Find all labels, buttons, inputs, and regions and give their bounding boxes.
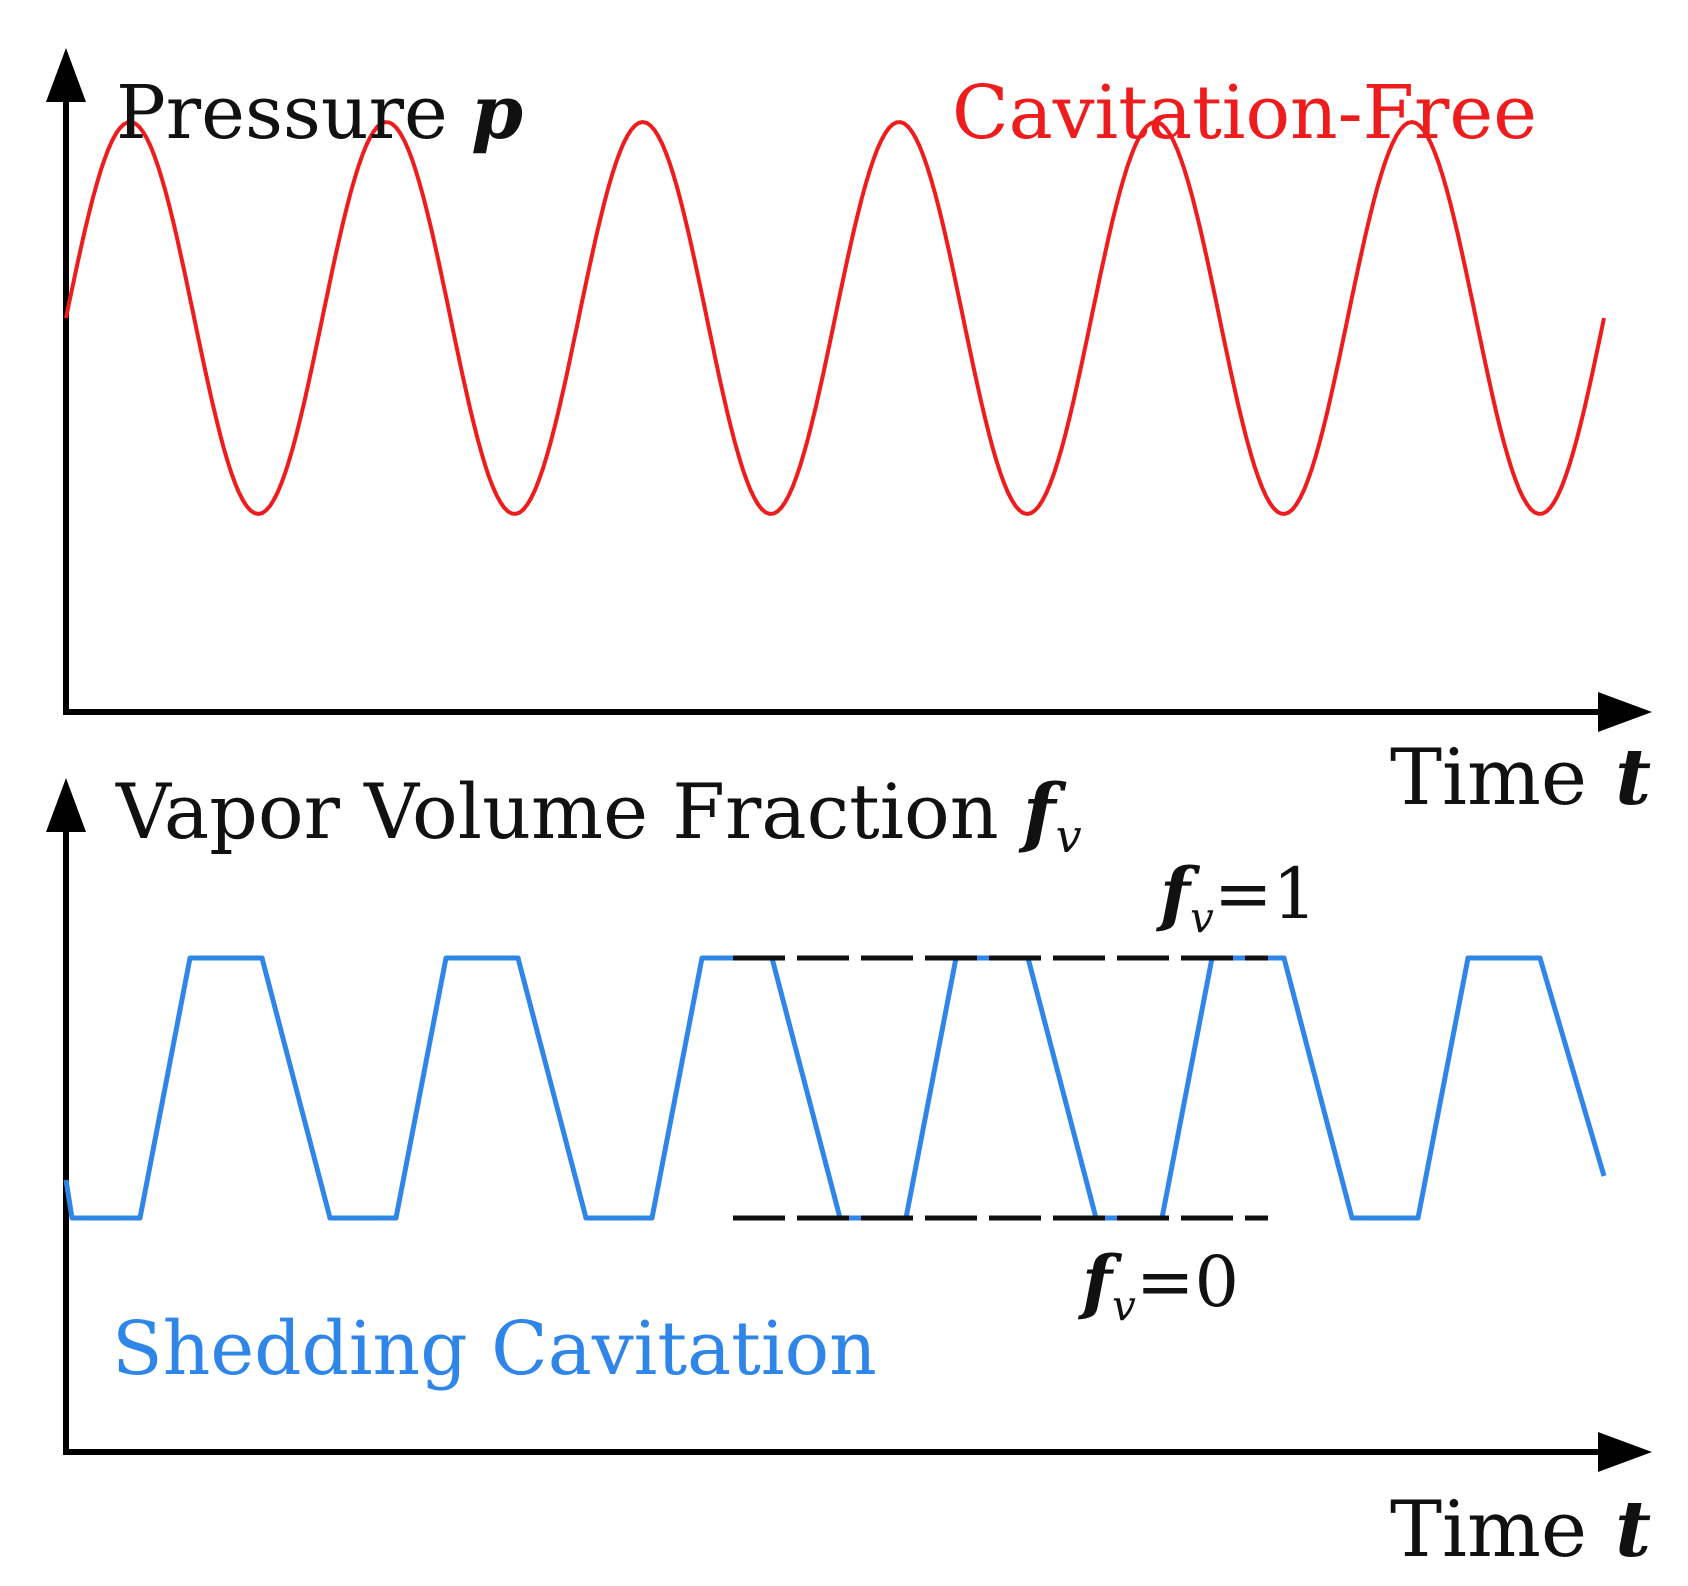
fv-one-subscript: v [1190,893,1214,942]
shedding-cavitation-label: Shedding Cavitation [112,1306,877,1392]
pressure-panel: Pressure p Cavitation-Free Time t [46,48,1652,823]
bottom-time-axis-label: Time t [1390,1484,1651,1575]
bottom-time-label-text: Time [1390,1485,1587,1575]
pressure-x-axis [63,692,1652,732]
fv-zero-subscript: v [1112,1281,1136,1330]
top-time-label-variable: t [1615,732,1651,823]
bottom-time-label-variable: t [1615,1484,1651,1575]
top-time-label-text: Time [1390,733,1587,823]
pressure-y-axis [46,48,86,712]
vapor-label-text: Vapor Volume Fraction [115,767,1023,856]
pressure-axis-label: Pressure p [116,70,523,156]
fv-zero-value-text: =0 [1136,1241,1239,1323]
vapor-x-axis [63,1432,1652,1472]
vapor-axis-label: Vapor Volume Fraction fv [115,767,1082,863]
fv-one-label: fv=1 [1155,852,1317,942]
pressure-label-variable: p [471,70,523,156]
pressure-sine-curve [64,119,1606,517]
fv-zero-label: fv=0 [1077,1240,1239,1330]
vapor-y-axis [46,778,86,1452]
vapor-fraction-panel: Vapor Volume Fraction fv fv=1 fv=0 Shedd… [46,767,1652,1575]
vapor-fraction-trapezoid-curve [63,955,1607,1221]
fv-one-value-text: =1 [1214,853,1317,935]
cavitation-free-label: Cavitation-Free [952,70,1537,156]
pressure-label-text: Pressure [116,70,471,156]
top-time-axis-label: Time t [1390,732,1651,823]
vapor-label-subscript: v [1056,809,1082,863]
